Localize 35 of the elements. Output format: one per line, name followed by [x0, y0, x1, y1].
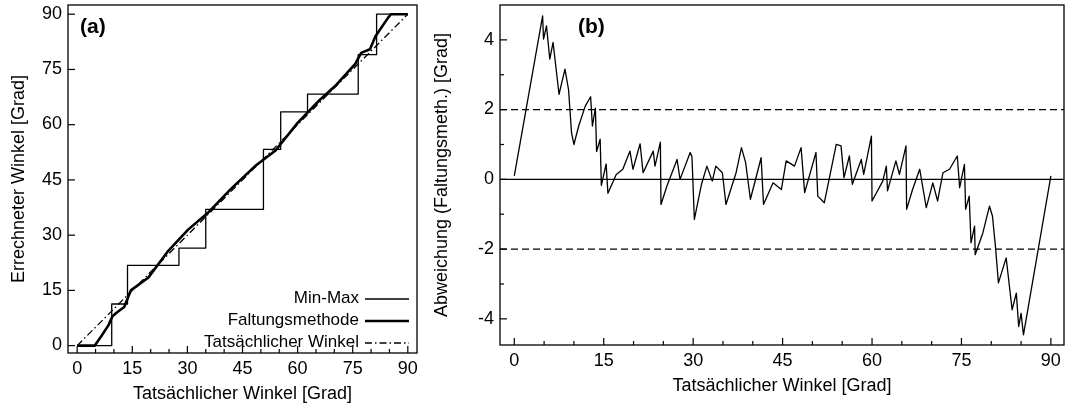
annotation: (a) [80, 14, 106, 37]
y-axis-title: Abweichung (Faltungsmeth.) [Grad] [431, 32, 451, 318]
y-tick-label: 2 [483, 98, 494, 119]
x-tick-label: 90 [1040, 350, 1061, 370]
y-tick-label: -2 [477, 237, 494, 258]
x-tick-label: 75 [342, 358, 363, 378]
x-tick-label: 45 [232, 358, 253, 378]
x-tick-label: 30 [683, 350, 704, 370]
x-tick-label: 30 [177, 358, 198, 378]
y-tick-label: -4 [477, 307, 494, 328]
y-tick-label: 4 [483, 28, 494, 49]
y-tick-label: 0 [51, 334, 62, 355]
annotation: (b) [578, 14, 605, 37]
y-tick-label: 60 [41, 113, 62, 134]
y-tick-label: 30 [41, 223, 62, 244]
y-tick-label: 15 [41, 279, 62, 300]
legend-label: Min-Max [293, 288, 360, 308]
x-tick-label: 60 [862, 350, 883, 370]
legend-label: Faltungsmethode [227, 310, 359, 330]
x-tick-label: 45 [772, 350, 793, 370]
x-tick-label: 15 [593, 350, 614, 370]
y-tick-label: 75 [41, 58, 62, 79]
y-tick-label: 90 [41, 2, 62, 23]
x-tick-label: 0 [509, 350, 520, 370]
y-tick-label: 45 [41, 168, 62, 189]
x-tick-label: 75 [951, 350, 972, 370]
x-axis-title: Tatsächlicher Winkel [Grad] [132, 383, 353, 403]
x-tick-label: 15 [122, 358, 143, 378]
legend-label: Tatsächlicher Winkel [204, 332, 359, 352]
y-tick-label: 0 [483, 168, 494, 189]
x-tick-label: 60 [287, 358, 308, 378]
x-tick-label: 0 [72, 358, 83, 378]
x-tick-label: 90 [397, 358, 418, 378]
y-axis-title: Errechneter Winkel [Grad] [8, 74, 28, 284]
x-axis-title: Tatsächlicher Winkel [Grad] [672, 375, 892, 395]
